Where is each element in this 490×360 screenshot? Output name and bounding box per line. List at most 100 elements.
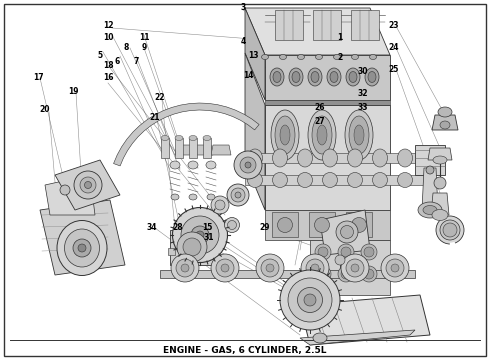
Ellipse shape xyxy=(318,269,328,279)
Ellipse shape xyxy=(73,239,91,257)
Ellipse shape xyxy=(313,333,327,343)
Ellipse shape xyxy=(275,116,295,154)
Ellipse shape xyxy=(272,172,288,188)
Ellipse shape xyxy=(315,217,329,233)
Ellipse shape xyxy=(80,177,96,193)
Ellipse shape xyxy=(351,217,367,233)
Ellipse shape xyxy=(60,185,70,195)
Ellipse shape xyxy=(347,172,363,188)
Ellipse shape xyxy=(346,68,360,86)
Polygon shape xyxy=(310,240,390,295)
Ellipse shape xyxy=(443,223,457,237)
Ellipse shape xyxy=(84,181,92,189)
Ellipse shape xyxy=(211,254,239,282)
Ellipse shape xyxy=(349,72,357,82)
Text: 21: 21 xyxy=(150,113,160,122)
Polygon shape xyxy=(40,200,125,275)
Ellipse shape xyxy=(308,68,322,86)
Polygon shape xyxy=(175,145,195,155)
Text: 16: 16 xyxy=(103,73,113,82)
Ellipse shape xyxy=(74,171,102,199)
Ellipse shape xyxy=(338,244,354,260)
Ellipse shape xyxy=(277,217,293,233)
Text: 25: 25 xyxy=(389,66,399,75)
Ellipse shape xyxy=(397,172,413,188)
Ellipse shape xyxy=(365,68,379,86)
Polygon shape xyxy=(211,145,231,155)
Ellipse shape xyxy=(304,294,316,306)
Text: 28: 28 xyxy=(172,224,183,233)
Polygon shape xyxy=(431,193,449,215)
Ellipse shape xyxy=(181,264,189,272)
Ellipse shape xyxy=(345,110,373,160)
Ellipse shape xyxy=(297,54,304,59)
Ellipse shape xyxy=(297,288,322,312)
Ellipse shape xyxy=(256,254,284,282)
Ellipse shape xyxy=(369,54,376,59)
Ellipse shape xyxy=(240,157,256,173)
Ellipse shape xyxy=(216,259,234,277)
Ellipse shape xyxy=(78,244,86,252)
Ellipse shape xyxy=(338,266,354,282)
Text: 8: 8 xyxy=(123,44,129,53)
Ellipse shape xyxy=(361,266,377,282)
Text: 27: 27 xyxy=(315,117,325,126)
Ellipse shape xyxy=(273,72,281,82)
Ellipse shape xyxy=(279,54,287,59)
Ellipse shape xyxy=(224,217,240,233)
Ellipse shape xyxy=(341,254,369,282)
Bar xyxy=(189,138,197,158)
Text: 15: 15 xyxy=(202,224,212,233)
Text: 12: 12 xyxy=(103,21,113,30)
Bar xyxy=(346,212,372,237)
Bar xyxy=(313,10,341,40)
Ellipse shape xyxy=(176,259,194,277)
Ellipse shape xyxy=(315,266,331,282)
Polygon shape xyxy=(245,8,390,55)
Ellipse shape xyxy=(206,161,216,169)
Ellipse shape xyxy=(322,172,338,188)
Polygon shape xyxy=(114,103,259,166)
Polygon shape xyxy=(245,8,265,100)
Ellipse shape xyxy=(440,121,450,129)
Text: 14: 14 xyxy=(243,71,253,80)
Ellipse shape xyxy=(317,125,327,145)
Ellipse shape xyxy=(247,172,263,188)
Text: 19: 19 xyxy=(68,87,78,96)
Ellipse shape xyxy=(171,194,179,200)
Ellipse shape xyxy=(245,162,251,168)
Ellipse shape xyxy=(322,149,338,167)
Text: 22: 22 xyxy=(155,93,165,102)
Polygon shape xyxy=(193,145,213,155)
Polygon shape xyxy=(422,168,438,210)
Ellipse shape xyxy=(289,68,303,86)
Ellipse shape xyxy=(177,232,207,262)
Ellipse shape xyxy=(364,247,374,257)
Text: 6: 6 xyxy=(114,58,120,67)
Ellipse shape xyxy=(312,116,332,154)
Ellipse shape xyxy=(354,125,364,145)
Polygon shape xyxy=(428,148,452,160)
Ellipse shape xyxy=(315,244,331,260)
Polygon shape xyxy=(300,295,430,345)
Ellipse shape xyxy=(341,225,353,238)
Ellipse shape xyxy=(368,72,376,82)
Ellipse shape xyxy=(266,264,274,272)
Ellipse shape xyxy=(341,269,351,279)
Ellipse shape xyxy=(181,216,219,254)
Text: 30: 30 xyxy=(358,68,368,77)
Ellipse shape xyxy=(351,264,359,272)
Polygon shape xyxy=(415,145,445,175)
Bar xyxy=(175,138,183,158)
Ellipse shape xyxy=(172,207,227,262)
Polygon shape xyxy=(265,210,390,240)
Text: 24: 24 xyxy=(389,44,399,53)
Ellipse shape xyxy=(183,238,201,256)
Ellipse shape xyxy=(227,184,249,206)
Ellipse shape xyxy=(221,264,229,272)
Text: 11: 11 xyxy=(139,33,149,42)
Ellipse shape xyxy=(175,135,183,140)
Polygon shape xyxy=(175,225,215,230)
Text: 5: 5 xyxy=(98,50,102,59)
Ellipse shape xyxy=(372,172,388,188)
